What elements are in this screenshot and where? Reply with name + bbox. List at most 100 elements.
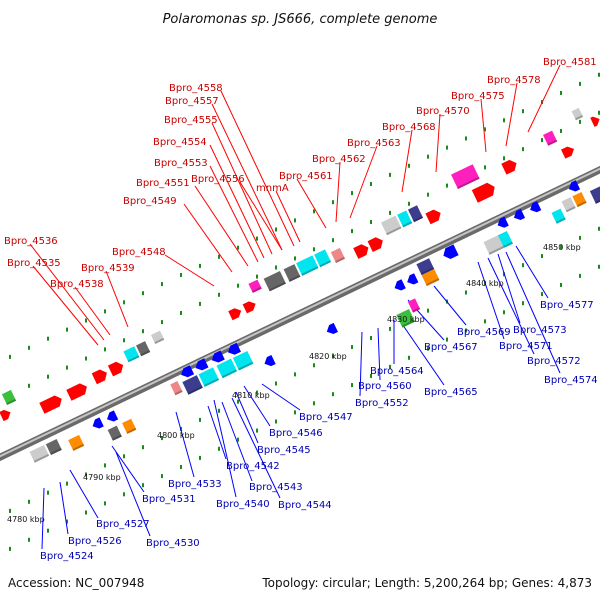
gene-label[interactable]: Bpro_4572 (527, 356, 581, 367)
lane-dot (541, 254, 543, 259)
lane-dot (332, 392, 334, 397)
leader-line (480, 98, 487, 153)
lane-dot (484, 127, 486, 132)
gene-label[interactable]: Bpro_4578 (487, 75, 541, 86)
lane-dot (123, 338, 125, 343)
lane-dot (560, 128, 562, 133)
gene-label[interactable]: Bpro_4561 (279, 171, 333, 182)
lane-dot (389, 210, 391, 215)
gene-shape (443, 244, 459, 260)
gene (443, 244, 459, 260)
gene-shape (561, 146, 575, 159)
leader-line (69, 469, 99, 519)
lane-dot (465, 290, 467, 295)
gene-label[interactable]: Bpro_4574 (544, 375, 598, 386)
gene-label[interactable]: Bpro_4568 (382, 122, 436, 133)
gene-label[interactable]: mnmA (256, 183, 289, 194)
gene-label[interactable]: Bpro_4551 (136, 178, 190, 189)
gene-shadow (301, 266, 319, 276)
gene-label[interactable]: Bpro_4577 (540, 300, 594, 311)
lane-dot (256, 274, 258, 279)
gene-shape (483, 235, 504, 255)
lane-dot (199, 263, 201, 268)
gene-label[interactable]: Bpro_4538 (50, 279, 104, 290)
lane-dot (85, 356, 87, 361)
gene-label[interactable]: Bpro_4530 (146, 538, 200, 549)
gene-label[interactable]: Bpro_4565 (424, 387, 478, 398)
lane-dot (598, 264, 600, 269)
gene-label[interactable]: Bpro_4545 (257, 445, 311, 456)
gene-label[interactable]: Bpro_4553 (154, 158, 208, 169)
gene (394, 279, 406, 291)
gene-label[interactable]: Bpro_4567 (424, 342, 478, 353)
leader-line (349, 145, 378, 219)
lane-dot (9, 508, 11, 513)
lane-dot (199, 417, 201, 422)
gene-label[interactable]: Bpro_4527 (96, 519, 150, 530)
gene-label[interactable]: Bpro_4549 (123, 196, 177, 207)
leader-line (239, 181, 283, 251)
leader-line (435, 113, 441, 173)
gene-shape (397, 210, 413, 228)
gene-shape (107, 361, 124, 377)
gene-shape (501, 159, 517, 175)
gene (407, 298, 421, 313)
leader-line (527, 64, 561, 133)
leader-line (213, 399, 237, 498)
gene-label[interactable]: Bpro_4560 (358, 381, 412, 392)
gene-label[interactable]: Bpro_4539 (81, 263, 135, 274)
gene-shape (263, 271, 286, 292)
gene (551, 208, 566, 224)
gene-label[interactable]: Bpro_4558 (169, 83, 223, 94)
gene-label[interactable]: Bpro_4557 (165, 96, 219, 107)
gene-label[interactable]: Bpro_4526 (68, 536, 122, 547)
gene-label[interactable]: Bpro_4548 (112, 247, 166, 258)
lane-dot (313, 401, 315, 406)
lane-dot (237, 283, 239, 288)
gene-shadow (238, 361, 254, 371)
gene (68, 434, 85, 451)
gene-label[interactable]: Bpro_4540 (216, 499, 270, 510)
gene (497, 230, 513, 248)
gene-label[interactable]: Bpro_4535 (7, 258, 61, 269)
gene-shape (1, 389, 17, 406)
gene-label[interactable]: Bpro_4552 (355, 398, 409, 409)
lane-dot (123, 492, 125, 497)
axis-ticks: 4780 kbp 4790 kbp 4800 kbp 4810 kbp 4820… (7, 243, 581, 524)
gene-label[interactable]: Bpro_4542 (226, 461, 280, 472)
gene-label[interactable]: Bpro_4533 (168, 479, 222, 490)
tick-label-4810: 4810 kbp (232, 391, 270, 400)
gene-shadow (154, 337, 165, 345)
gene-label[interactable]: Bpro_4536 (4, 236, 58, 247)
gene-label[interactable]: Bpro_4581 (543, 57, 597, 68)
gene-shape (264, 354, 276, 367)
gene (561, 197, 576, 213)
gene-label[interactable]: Bpro_4556 (191, 174, 245, 185)
gene-label[interactable]: Bpro_4569 (457, 327, 511, 338)
lane-dot (370, 181, 372, 186)
gene-shape (198, 367, 220, 387)
gene-label[interactable]: Bpro_4543 (249, 482, 303, 493)
gene-label[interactable]: Bpro_4524 (40, 551, 94, 562)
gene-label[interactable]: Bpro_4562 (312, 154, 366, 165)
gene-label[interactable]: Bpro_4554 (153, 137, 207, 148)
gene-shape (68, 434, 85, 451)
gene-label[interactable]: Bpro_4544 (278, 500, 332, 511)
gene-label[interactable]: Bpro_4531 (142, 494, 196, 505)
lane-dot (9, 546, 11, 551)
gene-label[interactable]: Bpro_4564 (370, 366, 424, 377)
gene-label[interactable]: Bpro_4563 (347, 138, 401, 149)
lane-dot (66, 519, 68, 524)
lane-dot (522, 301, 524, 306)
gene-label[interactable]: Bpro_4546 (269, 428, 323, 439)
gene-label[interactable]: Bpro_4571 (499, 341, 553, 352)
gene-shadow (595, 195, 600, 204)
lane-dot (294, 256, 296, 261)
gene-label[interactable]: Bpro_4547 (299, 412, 353, 423)
gene-label[interactable]: Bpro_4575 (451, 91, 505, 102)
gene-shape (45, 439, 62, 456)
lane-dot (465, 328, 467, 333)
gene-label[interactable]: Bpro_4555 (164, 115, 218, 126)
gene-label[interactable]: Bpro_4570 (416, 106, 470, 117)
gene-label[interactable]: Bpro_4573 (513, 325, 567, 336)
